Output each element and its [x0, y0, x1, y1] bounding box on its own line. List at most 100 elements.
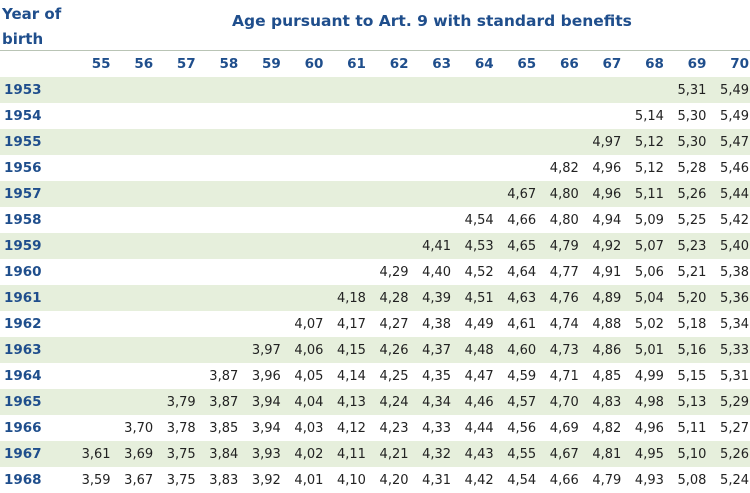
age-header: 63: [432, 56, 452, 72]
rate-cell: [495, 103, 538, 129]
rate-cell: [452, 103, 495, 129]
rate-cell: 4,96: [592, 160, 622, 176]
rate-cell: 5,21: [677, 264, 707, 280]
table-row: 1955 4,97 5,12 5,30 5,47: [0, 129, 750, 155]
rate-cell: 4,96: [579, 181, 623, 207]
rate-cell: [69, 155, 112, 181]
rate-cell: 4,56: [507, 420, 537, 436]
rate-cell: [197, 103, 240, 129]
birth-year-cell: 1959: [0, 233, 69, 259]
rate-cell: [239, 285, 282, 311]
table-row: 1967 3,61 3,69 3,75 3,84 3,93 4,02 4,11 4,21 4,32…: [0, 441, 750, 467]
rate-cell: [324, 77, 367, 103]
rate-cell: [111, 337, 155, 363]
rate-cell: 5,11: [622, 181, 665, 207]
rate-cell: 5,20: [664, 285, 708, 311]
rate-cell: 3,78: [166, 420, 196, 436]
rate-cell: [111, 77, 155, 103]
age-header: 61: [347, 56, 366, 72]
rate-cell: 5,09: [634, 212, 664, 228]
rate-cell: 5,33: [707, 337, 750, 363]
rate-cell: [69, 233, 112, 259]
rate-cell: 4,35: [422, 368, 452, 384]
rate-cell: [154, 311, 197, 337]
table-row: 1958 4,54 4,66 4,80 4,94 5,09 5,25 5,42: [0, 207, 750, 233]
age-header: 60: [304, 56, 324, 72]
rate-cell: 3,79: [154, 389, 197, 415]
rate-cell: 4,83: [579, 389, 623, 415]
rate-cell: 5,10: [664, 441, 708, 467]
rate-cell: 4,29: [379, 264, 409, 280]
rate-cell: 5,47: [707, 129, 750, 155]
rate-cell: 3,59: [81, 472, 111, 488]
rate-cell: 4,95: [622, 441, 665, 467]
rate-cell: [239, 181, 282, 207]
rate-cell: 4,41: [409, 233, 453, 259]
rate-cell: 4,40: [422, 264, 452, 280]
rate-cell: 5,01: [622, 337, 665, 363]
rate-cell: 4,48: [452, 337, 495, 363]
rate-cell: [69, 415, 112, 441]
rate-cell: 4,61: [507, 316, 537, 332]
rate-cell: 5,28: [677, 160, 707, 176]
rate-cell: [281, 285, 325, 311]
rate-cell: [410, 207, 453, 233]
rate-cell: [410, 155, 453, 181]
table-row: 1954 5,14 5,30 5,49: [0, 103, 750, 129]
rate-cell: 4,97: [579, 129, 623, 155]
rate-cell: [281, 77, 325, 103]
birth-year-cell: 1963: [0, 337, 69, 363]
rate-cell: 4,66: [549, 472, 579, 488]
rate-cell: 4,54: [507, 472, 537, 488]
rate-cell: [69, 363, 112, 389]
table-row: 1956 4,82 4,96 5,12 5,28 5,46: [0, 155, 750, 181]
rate-cell: 4,59: [507, 368, 537, 384]
rate-cell: [324, 181, 367, 207]
table-row: 1963 3,97 4,06 4,15 4,26 4,37 4,48 4,60 4,73 4,86…: [0, 337, 750, 363]
rate-cell: 4,85: [592, 368, 622, 384]
age-header: 66: [559, 56, 579, 72]
birth-year-cell: 1958: [4, 212, 42, 228]
rate-cell: 5,23: [664, 233, 708, 259]
rate-cell: 4,38: [422, 316, 452, 332]
rate-cell: 4,96: [634, 420, 664, 436]
rate-table: 55 56 57 58 59 60 61 62 63 64 65 66 67 68 69 70 1953 5,3…: [0, 51, 750, 493]
rate-cell: 4,33: [422, 420, 452, 436]
rate-cell: [69, 337, 112, 363]
rate-cell: [580, 103, 623, 129]
rate-cell: [111, 233, 155, 259]
rate-cell: [154, 155, 197, 181]
rate-cell: 4,52: [464, 264, 494, 280]
age-header: 65: [517, 56, 537, 72]
rate-cell: [452, 77, 495, 103]
rate-cell: 4,99: [634, 368, 664, 384]
rate-cell: 4,23: [379, 420, 409, 436]
rate-cell: 4,03: [294, 420, 324, 436]
rate-cell: [367, 103, 410, 129]
rate-cell: 4,05: [294, 368, 324, 384]
rate-cell: 4,37: [409, 337, 453, 363]
rate-cell: [239, 155, 282, 181]
rate-cell: 4,44: [464, 420, 494, 436]
table-row: 1960 4,29 4,40 4,52 4,64 4,77 4,91 5,06 5,21 5,38: [0, 259, 750, 285]
rate-cell: 4,70: [537, 389, 580, 415]
rate-cell: 4,73: [537, 337, 580, 363]
rate-cell: 3,75: [166, 472, 196, 488]
rate-cell: [154, 129, 197, 155]
rate-cell: 5,44: [707, 181, 750, 207]
rate-cell: 5,31: [664, 77, 708, 103]
rate-cell: 5,04: [622, 285, 665, 311]
rate-cell: 4,49: [464, 316, 494, 332]
rate-cell: 4,01: [294, 472, 324, 488]
birth-year-cell: 1966: [4, 420, 42, 436]
rate-cell: [324, 207, 367, 233]
rate-cell: [367, 155, 410, 181]
table-row: 1953 5,31 5,49: [0, 77, 750, 103]
rate-cell: 5,30: [677, 108, 707, 124]
rate-cell: 5,07: [622, 233, 665, 259]
rate-cell: [154, 233, 197, 259]
birth-year-cell: 1967: [0, 441, 69, 467]
rate-cell: [239, 259, 282, 285]
rate-cell: [281, 129, 325, 155]
rate-cell: 4,39: [409, 285, 453, 311]
